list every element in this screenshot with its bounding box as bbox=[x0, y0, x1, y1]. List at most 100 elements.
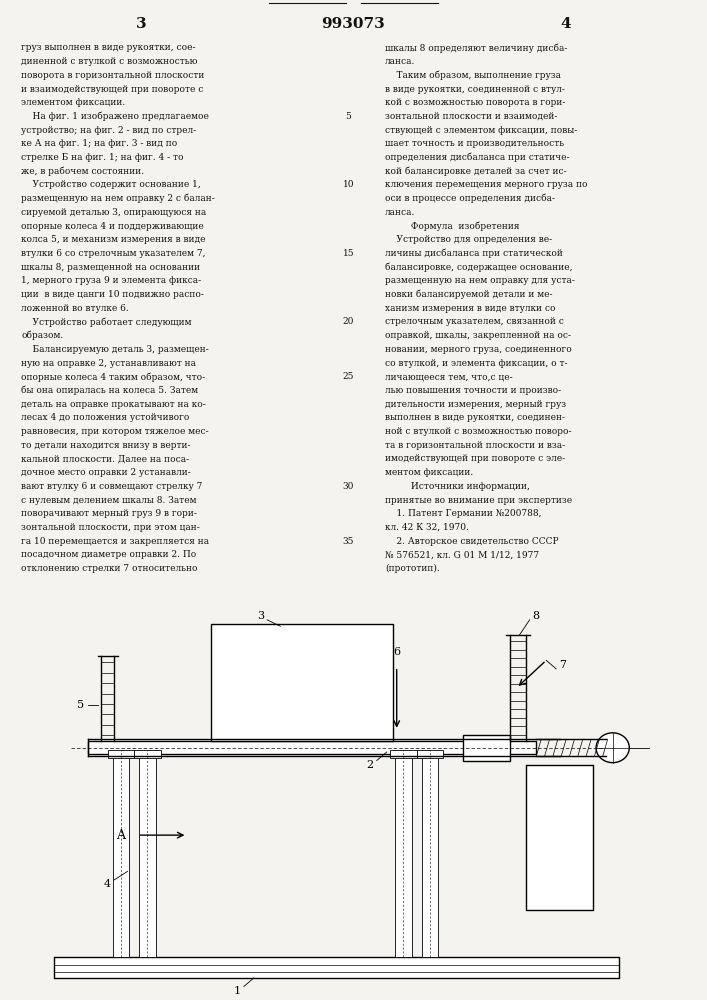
Bar bbox=[134, 750, 160, 758]
Text: то детали находится внизу в верти-: то детали находится внизу в верти- bbox=[21, 441, 191, 450]
Text: диненной с втулкой с возможностью: диненной с втулкой с возможностью bbox=[21, 57, 197, 66]
Text: 993073: 993073 bbox=[322, 17, 385, 31]
Text: деталь на оправке прокатывают на ко-: деталь на оправке прокатывают на ко- bbox=[21, 400, 206, 409]
Text: новании, мерного груза, соединенного: новании, мерного груза, соединенного bbox=[385, 345, 572, 354]
Text: новки балансируемой детали и ме-: новки балансируемой детали и ме- bbox=[385, 290, 553, 299]
Text: дочное место оправки 2 устанавли-: дочное место оправки 2 устанавли- bbox=[21, 468, 191, 477]
Text: оправкой, шкалы, закрепленной на ос-: оправкой, шкалы, закрепленной на ос- bbox=[385, 331, 571, 340]
Text: 3: 3 bbox=[136, 17, 147, 31]
Text: 2: 2 bbox=[366, 760, 374, 770]
Text: дительности измерения, мерный груз: дительности измерения, мерный груз bbox=[385, 400, 566, 409]
Text: стрелке Б на фиг. 1; на фиг. 4 - то: стрелке Б на фиг. 1; на фиг. 4 - то bbox=[21, 153, 184, 162]
Text: зонтальной плоскости, при этом цан-: зонтальной плоскости, при этом цан- bbox=[21, 523, 200, 532]
Bar bbox=[463, 735, 510, 761]
Text: 10: 10 bbox=[343, 180, 354, 189]
Text: 35: 35 bbox=[343, 537, 354, 546]
Text: шает точность и производительность: шает точность и производительность bbox=[385, 139, 564, 148]
Bar bbox=[107, 750, 134, 758]
Text: Устройство для определения ве-: Устройство для определения ве- bbox=[385, 235, 552, 244]
Text: 5: 5 bbox=[346, 112, 351, 121]
Bar bbox=[139, 750, 156, 957]
Text: опорные колеса 4 и поддерживающие: опорные колеса 4 и поддерживающие bbox=[21, 222, 204, 231]
Text: принятые во внимание при экспертизе: принятые во внимание при экспертизе bbox=[385, 496, 573, 505]
Text: Устройство работает следующим: Устройство работает следующим bbox=[21, 317, 192, 327]
Text: № 576521, кл. G 01 M 1/12, 1977: № 576521, кл. G 01 M 1/12, 1977 bbox=[385, 550, 539, 559]
Text: устройство; на фиг. 2 - вид по стрел-: устройство; на фиг. 2 - вид по стрел- bbox=[21, 126, 197, 135]
Ellipse shape bbox=[596, 733, 629, 763]
Text: шкалы 8 определяют величину дисба-: шкалы 8 определяют величину дисба- bbox=[385, 43, 568, 53]
Text: кой с возможностью поворота в гори-: кой с возможностью поворота в гори- bbox=[385, 98, 566, 107]
Bar bbox=[416, 750, 443, 758]
Text: ланса.: ланса. bbox=[385, 57, 416, 66]
Text: 30: 30 bbox=[343, 482, 354, 491]
Text: ке А на фиг. 1; на фиг. 3 - вид по: ке А на фиг. 1; на фиг. 3 - вид по bbox=[21, 139, 177, 148]
Bar bbox=[390, 750, 416, 758]
Text: 3: 3 bbox=[257, 611, 264, 621]
Text: колса 5, и механизм измерения в виде: колса 5, и механизм измерения в виде bbox=[21, 235, 206, 244]
Text: зонтальной плоскости и взаимодей-: зонтальной плоскости и взаимодей- bbox=[385, 112, 558, 121]
Text: 1, мерного груза 9 и элемента фикса-: 1, мерного груза 9 и элемента фикса- bbox=[21, 276, 201, 285]
Text: ложенной во втулке 6.: ложенной во втулке 6. bbox=[21, 304, 129, 313]
Text: Формула  изобретения: Формула изобретения bbox=[385, 221, 520, 231]
Text: 6: 6 bbox=[393, 647, 400, 657]
Text: 4: 4 bbox=[104, 879, 111, 889]
Text: (прототип).: (прототип). bbox=[385, 564, 440, 573]
Text: 5: 5 bbox=[78, 700, 85, 710]
Text: отклонению стрелки 7 относительно: отклонению стрелки 7 относительно bbox=[21, 564, 198, 573]
Text: балансировке, содержащее основание,: балансировке, содержащее основание, bbox=[385, 262, 573, 272]
Text: 4: 4 bbox=[560, 17, 571, 31]
Bar bbox=[421, 750, 438, 957]
Text: выполнен в виде рукоятки, соединен-: выполнен в виде рукоятки, соединен- bbox=[385, 413, 566, 422]
Text: размещенную на нем оправку для уста-: размещенную на нем оправку для уста- bbox=[385, 276, 575, 285]
Text: кл. 42 К 32, 1970.: кл. 42 К 32, 1970. bbox=[385, 523, 469, 532]
Text: опорные колеса 4 таким образом, что-: опорные колеса 4 таким образом, что- bbox=[21, 372, 205, 382]
Text: определения дисбаланса при статиче-: определения дисбаланса при статиче- bbox=[385, 153, 570, 162]
Text: имодействующей при повороте с эле-: имодействующей при повороте с эле- bbox=[385, 454, 566, 463]
Text: Устройство содержит основание 1,: Устройство содержит основание 1, bbox=[21, 180, 201, 189]
Text: лесах 4 до положения устойчивого: лесах 4 до положения устойчивого bbox=[21, 413, 189, 422]
Bar bbox=[526, 765, 592, 910]
Bar bbox=[88, 741, 536, 754]
Bar bbox=[211, 624, 393, 741]
Text: сируемой деталью 3, опирающуюся на: сируемой деталью 3, опирающуюся на bbox=[21, 208, 206, 217]
Text: 20: 20 bbox=[343, 317, 354, 326]
Text: равновесия, при котором тяжелое мес-: равновесия, при котором тяжелое мес- bbox=[21, 427, 209, 436]
Text: ной с втулкой с возможностью поворо-: ной с втулкой с возможностью поворо- bbox=[385, 427, 572, 436]
Text: поворота в горизонтальной плоскости: поворота в горизонтальной плоскости bbox=[21, 71, 204, 80]
Text: личающееся тем, что,с це-: личающееся тем, что,с це- bbox=[385, 372, 513, 381]
Text: ную на оправке 2, устанавливают на: ную на оправке 2, устанавливают на bbox=[21, 359, 197, 368]
Text: вают втулку 6 и совмещают стрелку 7: вают втулку 6 и совмещают стрелку 7 bbox=[21, 482, 203, 491]
Text: образом.: образом. bbox=[21, 331, 64, 340]
Text: ментом фиксации.: ментом фиксации. bbox=[385, 468, 474, 477]
Text: 15: 15 bbox=[343, 249, 354, 258]
Bar bbox=[112, 750, 129, 957]
Text: кальной плоскости. Далее на поса-: кальной плоскости. Далее на поса- bbox=[21, 454, 189, 463]
Text: лью повышения точности и произво-: лью повышения точности и произво- bbox=[385, 386, 561, 395]
Text: 2. Авторское свидетельство СССР: 2. Авторское свидетельство СССР bbox=[385, 537, 559, 546]
Text: Источники информации,: Источники информации, bbox=[385, 482, 530, 491]
Text: ханизм измерения в виде втулки со: ханизм измерения в виде втулки со bbox=[385, 304, 556, 313]
Text: и взаимодействующей при повороте с: и взаимодействующей при повороте с bbox=[21, 85, 204, 94]
Text: Таким образом, выполнение груза: Таким образом, выполнение груза bbox=[385, 71, 561, 80]
Text: 7: 7 bbox=[559, 660, 566, 670]
Text: груз выполнен в виде рукоятки, сое-: груз выполнен в виде рукоятки, сое- bbox=[21, 43, 196, 52]
Text: в виде рукоятки, соединенной с втул-: в виде рукоятки, соединенной с втул- bbox=[385, 85, 565, 94]
Text: поворачивают мерный груз 9 в гори-: поворачивают мерный груз 9 в гори- bbox=[21, 509, 197, 518]
Text: личины дисбаланса при статической: личины дисбаланса при статической bbox=[385, 249, 563, 258]
Text: размещенную на нем оправку 2 с балан-: размещенную на нем оправку 2 с балан- bbox=[21, 194, 215, 203]
Text: кой балансировке деталей за счет ис-: кой балансировке деталей за счет ис- bbox=[385, 167, 567, 176]
Text: Балансируемую деталь 3, размещен-: Балансируемую деталь 3, размещен- bbox=[21, 345, 209, 354]
Text: га 10 перемещается и закрепляется на: га 10 перемещается и закрепляется на bbox=[21, 537, 209, 546]
Text: стрелочным указателем, связанной с: стрелочным указателем, связанной с bbox=[385, 317, 564, 326]
Text: с нулевым делением шкалы 8. Затем: с нулевым делением шкалы 8. Затем bbox=[21, 496, 197, 505]
Text: элементом фиксации.: элементом фиксации. bbox=[21, 98, 125, 107]
Text: посадочном диаметре оправки 2. По: посадочном диаметре оправки 2. По bbox=[21, 550, 197, 559]
Text: бы она опиралась на колеса 5. Затем: бы она опиралась на колеса 5. Затем bbox=[21, 386, 199, 395]
Text: со втулкой, и элемента фиксации, о т-: со втулкой, и элемента фиксации, о т- bbox=[385, 359, 568, 368]
Text: 25: 25 bbox=[343, 372, 354, 381]
Text: На фиг. 1 изображено предлагаемое: На фиг. 1 изображено предлагаемое bbox=[21, 112, 209, 121]
Text: же, в рабочем состоянии.: же, в рабочем состоянии. bbox=[21, 167, 144, 176]
Text: ствующей с элементом фиксации, повы-: ствующей с элементом фиксации, повы- bbox=[385, 126, 578, 135]
Bar bbox=[395, 750, 411, 957]
Text: 1: 1 bbox=[233, 986, 241, 996]
